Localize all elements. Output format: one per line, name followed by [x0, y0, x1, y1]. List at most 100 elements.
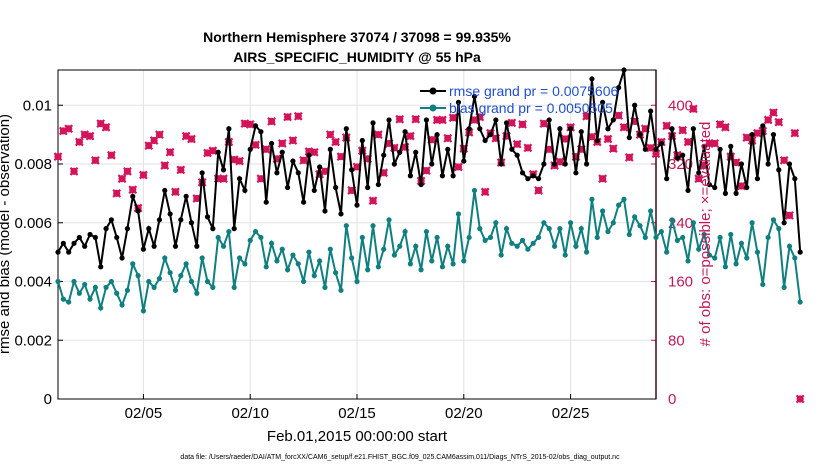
rmse-point: [391, 161, 397, 167]
bias-point: [103, 284, 109, 290]
obs-evaluated-marker: [155, 130, 164, 140]
obs-evaluated-marker: [251, 140, 260, 150]
obs-evaluated-marker: [69, 166, 79, 176]
bias-point: [738, 240, 745, 246]
bias-point: [247, 237, 253, 243]
y-left-tick-label: 0.008: [14, 156, 52, 173]
rmse-point: [413, 149, 419, 155]
obs-evaluated-marker: [331, 137, 341, 147]
rmse-point: [567, 126, 574, 132]
rmse-point: [712, 184, 718, 191]
rmse-point: [231, 226, 237, 232]
obs-evaluated-marker: [694, 174, 704, 184]
rmse-point: [327, 146, 333, 152]
bias-point: [429, 258, 435, 264]
y-right-tick-label: 80: [668, 332, 685, 349]
rmse-point: [648, 108, 654, 114]
rmse-point: [418, 181, 424, 188]
bias-point: [311, 273, 317, 279]
rmse-point: [268, 140, 275, 147]
rmse-point: [263, 199, 269, 205]
rmse-point: [359, 137, 365, 144]
x-tick-label: 02/05: [125, 405, 163, 422]
rmse-point: [519, 170, 526, 176]
obs-evaluated-marker: [288, 136, 298, 145]
rmse-point: [626, 134, 632, 141]
bias-point: [402, 228, 408, 235]
obs-evaluated-marker: [710, 139, 720, 148]
bias-point: [583, 249, 590, 255]
obs-evaluated-marker: [715, 119, 725, 129]
rmse-point: [402, 129, 408, 135]
bias-point: [610, 220, 616, 226]
rmse-point: [242, 187, 248, 194]
rmse-point: [541, 161, 547, 167]
rmse-point: [199, 170, 205, 176]
obs-evaluated-marker: [267, 117, 276, 126]
obs-evaluated-marker: [769, 108, 778, 117]
obs-evaluated-marker: [742, 133, 752, 142]
x-tick-label: 02/25: [552, 405, 590, 422]
obs-evaluated-marker: [101, 122, 111, 132]
obs-evaluated-marker: [448, 113, 458, 123]
obs-evaluated-marker: [165, 147, 175, 157]
bias-point: [594, 234, 600, 241]
rmse-point: [733, 190, 739, 196]
bias-point: [770, 217, 777, 223]
bias-point: [450, 261, 456, 267]
bias-point: [274, 258, 280, 264]
y-axis-left-label: rmse and bias (model - observation): [0, 114, 13, 354]
bias-point: [268, 240, 275, 246]
rmse-point: [317, 164, 323, 170]
bias-point: [797, 299, 803, 305]
rmse-point: [333, 184, 339, 191]
rmse-point: [600, 99, 606, 105]
obs-evaluated-marker: [96, 119, 106, 128]
rmse-point: [226, 126, 232, 132]
obs-evaluated-marker: [539, 119, 549, 128]
y-left-tick-label: 0.002: [14, 332, 52, 349]
bias-point: [252, 228, 259, 235]
data-file-footer: data file: /Users/raeder/DAI/ATM_forcXX/…: [180, 454, 620, 461]
obs-evaluated-marker: [85, 131, 95, 141]
rmse-point: [535, 176, 542, 182]
rmse-point: [279, 149, 285, 155]
rmse-point: [386, 117, 392, 123]
bias-point: [156, 275, 163, 282]
bias-point: [733, 261, 739, 267]
bias-point: [242, 261, 248, 267]
obs-evaluated-marker: [139, 170, 148, 180]
obs-evaluated-marker: [395, 114, 405, 124]
rmse-point: [786, 161, 793, 167]
bias-point: [600, 208, 606, 214]
obs-evaluated-marker: [603, 134, 613, 144]
bias-point: [546, 226, 552, 232]
rmse-point: [167, 211, 173, 217]
rmse-point: [466, 126, 472, 132]
obs-evaluated-marker: [470, 115, 479, 125]
legend: rmse grand pr = 0.0075606 bias grand pr …: [420, 83, 618, 116]
bias-point: [343, 223, 349, 229]
obs-evaluated-marker: [512, 139, 522, 149]
rmse-point: [530, 173, 536, 179]
obs-evaluated-marker: [608, 144, 618, 153]
rmse-point: [509, 146, 515, 152]
rmse-point: [776, 167, 782, 173]
bias-point: [557, 226, 563, 232]
bias-point: [482, 237, 488, 243]
legend-bias-marker: [429, 104, 437, 112]
rmse-point: [594, 137, 600, 144]
bias-point: [776, 226, 782, 232]
bias-point: [108, 278, 114, 285]
bias-point: [573, 243, 579, 249]
rmse-point: [103, 226, 109, 232]
rmse-point: [247, 146, 253, 152]
rmse-point: [744, 184, 750, 191]
rmse-point: [455, 99, 462, 105]
rmse-point: [653, 146, 659, 152]
bias-point: [642, 234, 648, 241]
rmse-point: [429, 161, 435, 167]
rmse-point: [146, 226, 152, 232]
rmse-point: [525, 176, 531, 182]
